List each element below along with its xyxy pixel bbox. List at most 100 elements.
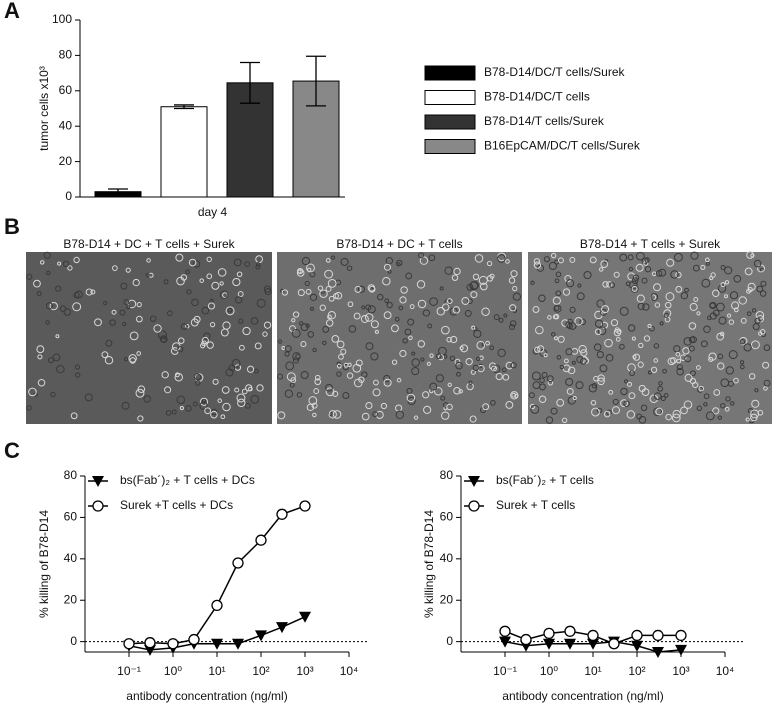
cell — [237, 398, 246, 408]
cell — [411, 358, 420, 367]
cell — [105, 339, 113, 347]
marker — [299, 500, 311, 512]
cell — [703, 393, 710, 400]
cell — [693, 297, 699, 302]
cell — [284, 345, 292, 353]
cell — [717, 284, 727, 293]
cell — [342, 364, 349, 371]
cell — [762, 361, 770, 369]
cell — [325, 387, 335, 397]
cell — [360, 314, 369, 323]
cell — [673, 345, 681, 353]
cell — [434, 386, 443, 396]
cell — [404, 328, 412, 336]
y-tick-label: 20 — [440, 592, 454, 606]
cell — [572, 395, 577, 401]
cell — [217, 268, 227, 277]
cell — [597, 377, 605, 386]
cell — [703, 402, 708, 407]
legend-label: B78-D14/DC/T cells — [484, 90, 590, 104]
cell — [429, 382, 438, 391]
cell — [733, 274, 742, 283]
cell — [307, 331, 315, 338]
cell — [641, 277, 648, 284]
cell — [192, 260, 201, 268]
cell — [423, 405, 432, 414]
cell — [623, 400, 630, 408]
cell — [72, 302, 82, 312]
cell — [628, 266, 634, 272]
cell — [644, 257, 650, 263]
cell — [234, 296, 243, 304]
cell — [193, 315, 201, 323]
cell — [629, 370, 635, 377]
cell — [717, 353, 724, 360]
cell — [640, 404, 648, 412]
cell — [372, 411, 378, 418]
cell — [708, 352, 717, 361]
cell — [729, 291, 739, 300]
x-axis-label: antibody concentration (ng/ml) — [126, 689, 287, 703]
cell — [368, 285, 376, 293]
cell — [676, 358, 682, 364]
cell — [314, 378, 322, 386]
cell — [576, 292, 585, 301]
cell — [604, 338, 613, 348]
cell — [720, 403, 726, 409]
cell — [720, 378, 730, 388]
cell — [395, 410, 405, 420]
cell — [313, 388, 320, 395]
cell — [402, 338, 408, 344]
marker — [211, 638, 223, 650]
cell — [474, 254, 484, 263]
panel-label: A — [4, 0, 20, 23]
cell — [111, 309, 117, 315]
cell — [475, 356, 481, 362]
cell — [615, 336, 621, 342]
cell — [370, 320, 379, 329]
cell — [644, 265, 652, 273]
error-bar — [108, 188, 128, 195]
cell — [336, 371, 342, 377]
cell — [509, 320, 517, 327]
cell — [46, 270, 51, 276]
cell — [490, 400, 496, 406]
cell — [309, 293, 318, 301]
cell — [725, 366, 734, 375]
marker — [652, 629, 664, 642]
cell — [364, 313, 374, 322]
cell — [529, 403, 536, 410]
cell — [194, 373, 202, 381]
cell — [609, 282, 615, 289]
cell — [336, 361, 341, 367]
cell — [627, 363, 636, 373]
cell — [491, 365, 497, 372]
cell — [427, 323, 433, 329]
cell — [396, 262, 401, 267]
cell — [478, 275, 488, 285]
cell — [684, 355, 692, 363]
cell — [446, 298, 453, 304]
cell — [207, 302, 216, 310]
cell — [708, 356, 714, 362]
cell — [746, 311, 752, 316]
cell — [331, 335, 340, 343]
cell — [763, 379, 771, 387]
cell — [57, 261, 62, 266]
error-bar — [306, 55, 326, 107]
cell — [322, 326, 330, 333]
cell — [724, 406, 730, 412]
cell — [385, 257, 394, 265]
marker — [255, 630, 267, 642]
cell — [441, 325, 450, 335]
cell — [580, 349, 588, 357]
cell — [758, 331, 763, 336]
cell — [43, 251, 51, 259]
cell — [328, 295, 335, 302]
cell — [340, 348, 347, 355]
cell — [372, 388, 381, 397]
cell — [241, 388, 248, 395]
cell — [146, 258, 151, 263]
cell — [358, 376, 365, 383]
